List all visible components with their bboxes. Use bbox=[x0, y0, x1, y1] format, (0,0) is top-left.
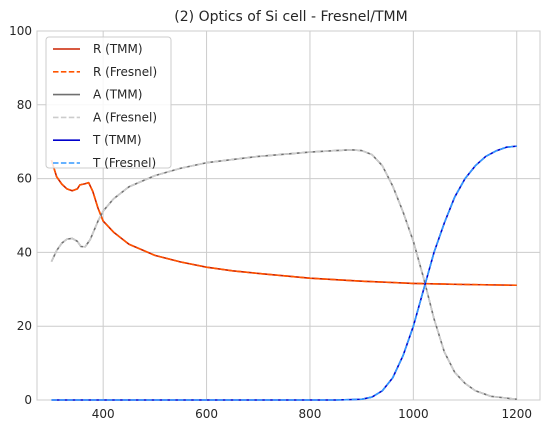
legend-label-t-fresnel: T (Fresnel) bbox=[92, 156, 156, 170]
y-tick-label: 60 bbox=[17, 172, 32, 186]
legend-label-t-tmm: T (TMM) bbox=[92, 133, 142, 147]
y-tick-label: 0 bbox=[24, 393, 32, 407]
chart-title: (2) Optics of Si cell - Fresnel/TMM bbox=[174, 9, 407, 25]
legend-label-a-fresnel: A (Fresnel) bbox=[93, 110, 157, 124]
x-tick-label: 1000 bbox=[398, 407, 429, 421]
legend: R (TMM) R (Fresnel) A (TMM) A (Fresnel) T (T… bbox=[45, 36, 172, 170]
series-line-t-fresnel bbox=[51, 145, 517, 401]
x-tick-label: 1200 bbox=[501, 407, 532, 421]
x-tick-label: 800 bbox=[299, 407, 322, 421]
series-line-r-fresnel bbox=[50, 159, 517, 287]
legend-label-r-fresnel: R (Fresnel) bbox=[93, 65, 157, 79]
y-tick-label: 100 bbox=[9, 24, 32, 38]
tick-labels: 400 600 800 1000 1200 0 20 40 60 80 100 bbox=[9, 24, 532, 421]
x-tick-label: 400 bbox=[92, 407, 115, 421]
legend-label-a-tmm: A (TMM) bbox=[93, 88, 142, 102]
series-line-a-fresnel bbox=[50, 149, 517, 401]
series-lines bbox=[50, 145, 517, 401]
legend-label-r-tmm: R (TMM) bbox=[93, 42, 143, 56]
y-tick-label: 20 bbox=[17, 319, 32, 333]
y-tick-label: 80 bbox=[17, 98, 32, 112]
legend-box bbox=[45, 36, 172, 169]
x-tick-label: 600 bbox=[195, 407, 218, 421]
y-tick-label: 40 bbox=[17, 245, 32, 259]
